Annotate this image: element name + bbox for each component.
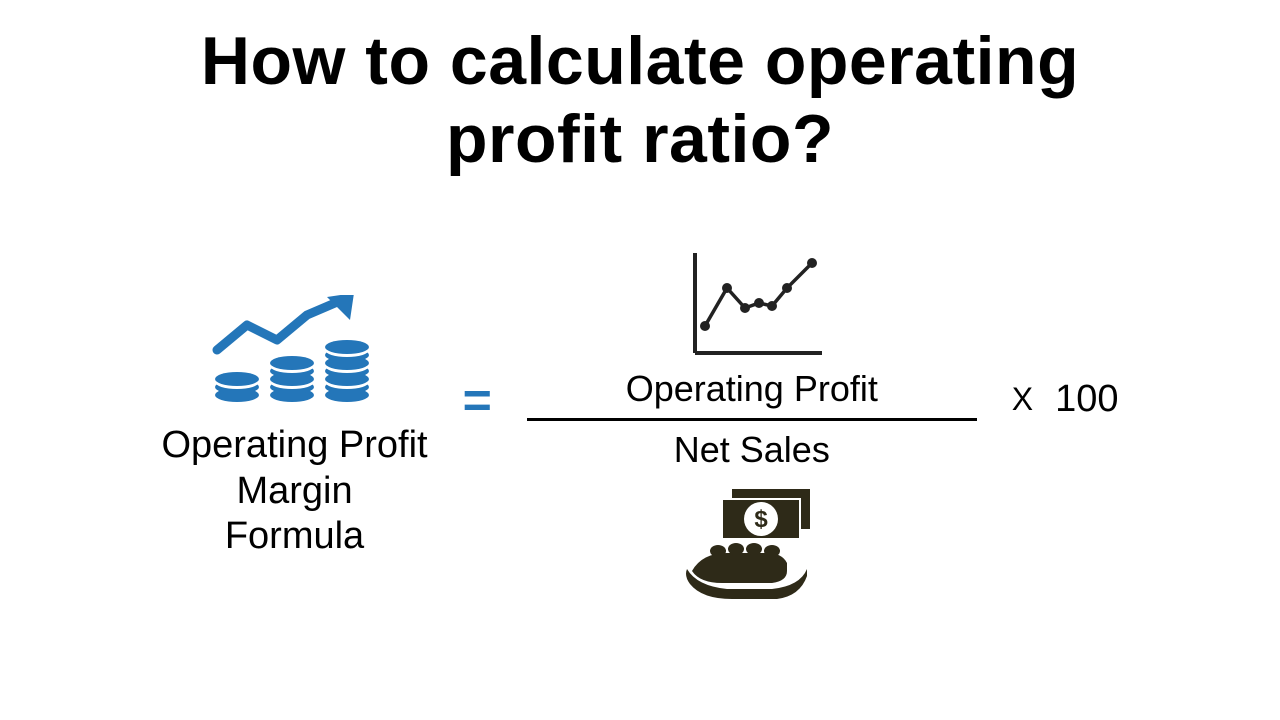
denominator-label: Net Sales <box>674 421 830 471</box>
title-line-2: profit ratio? <box>446 101 834 177</box>
svg-text:$: $ <box>754 506 768 533</box>
fraction-block: Operating Profit Net Sales $ <box>527 248 977 606</box>
formula-left-label: Operating Profit Margin Formula <box>161 423 427 560</box>
page-title: How to calculate operating profit ratio? <box>0 0 1280 178</box>
coins-growth-arrow-icon <box>202 295 387 415</box>
multiplier-value: 100 <box>1055 378 1118 421</box>
left-label-line-2: Margin <box>236 470 352 512</box>
equals-sign: = <box>463 371 492 429</box>
numerator-label: Operating Profit <box>626 368 878 418</box>
multiply-sign: X <box>1012 381 1033 418</box>
title-line-1: How to calculate operating <box>201 23 1079 99</box>
line-chart-icon <box>677 248 827 363</box>
multiply-block: X 100 <box>1012 378 1119 421</box>
formula-container: Operating Profit Margin Formula = Operat… <box>0 248 1280 606</box>
formula-left-block: Operating Profit Margin Formula <box>161 295 427 560</box>
left-label-line-3: Formula <box>225 515 364 557</box>
money-hand-icon: $ <box>672 481 832 606</box>
left-label-line-1: Operating Profit <box>161 424 427 466</box>
